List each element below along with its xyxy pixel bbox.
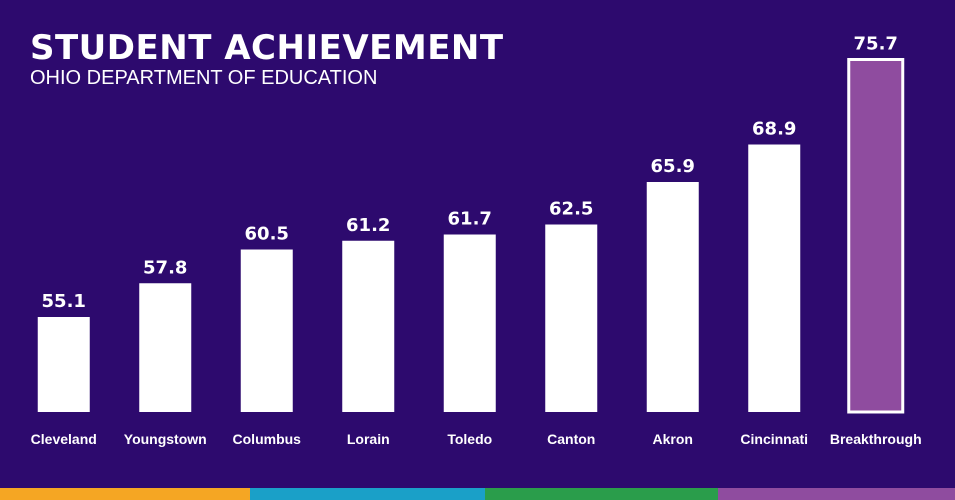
category-label-lorain: Lorain bbox=[347, 431, 390, 447]
category-label-cleveland: Cleveland bbox=[31, 431, 97, 447]
chart-subtitle: OHIO DEPARTMENT OF EDUCATION bbox=[30, 67, 378, 89]
category-label-cincinnati: Cincinnati bbox=[740, 431, 808, 447]
category-label-akron: Akron bbox=[653, 431, 693, 447]
chart-title: STUDENT ACHIEVEMENT bbox=[30, 28, 504, 68]
bar-toledo bbox=[443, 234, 496, 412]
category-label-youngstown: Youngstown bbox=[124, 431, 207, 447]
bar-columbus bbox=[240, 249, 293, 412]
bar-cincinnati bbox=[748, 144, 801, 412]
bar-lorain bbox=[342, 240, 395, 412]
stripe-segment bbox=[718, 488, 955, 500]
bar-chart: 55.1 Cleveland 57.8 Youngstown 60.5 Columbus 6… bbox=[31, 34, 922, 448]
bar-akron bbox=[646, 182, 699, 412]
stripe-segment bbox=[0, 488, 250, 500]
bar-youngstown bbox=[139, 283, 192, 412]
value-label-lorain: 61.2 bbox=[346, 215, 390, 236]
category-label-breakthrough: Breakthrough bbox=[830, 431, 922, 447]
value-label-canton: 62.5 bbox=[549, 199, 593, 220]
bottom-color-stripe bbox=[0, 488, 955, 500]
category-label-columbus: Columbus bbox=[233, 431, 302, 447]
bar-breakthrough bbox=[847, 58, 905, 414]
category-label-canton: Canton bbox=[547, 431, 595, 447]
value-label-cleveland: 55.1 bbox=[42, 291, 86, 312]
value-label-youngstown: 57.8 bbox=[143, 257, 187, 278]
value-label-akron: 65.9 bbox=[651, 156, 695, 177]
value-label-toledo: 61.7 bbox=[448, 209, 492, 230]
stripe-segment bbox=[485, 488, 718, 500]
bar-cleveland bbox=[37, 317, 90, 412]
value-label-columbus: 60.5 bbox=[245, 224, 289, 245]
bar-canton bbox=[545, 224, 598, 412]
stripe-segment bbox=[250, 488, 485, 500]
value-label-cincinnati: 68.9 bbox=[752, 119, 796, 140]
value-label-breakthrough: 75.7 bbox=[854, 34, 898, 55]
category-label-toledo: Toledo bbox=[447, 431, 492, 447]
